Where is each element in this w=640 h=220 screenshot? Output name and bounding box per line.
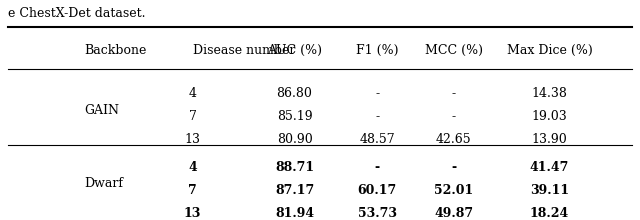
Text: 48.57: 48.57 [360, 133, 395, 146]
Text: Max Dice (%): Max Dice (%) [506, 44, 592, 57]
Text: -: - [375, 110, 380, 123]
Text: 42.65: 42.65 [436, 133, 472, 146]
Text: Dwarf: Dwarf [84, 177, 124, 190]
Text: Backbone: Backbone [84, 44, 147, 57]
Text: 52.01: 52.01 [434, 184, 474, 197]
Text: 49.87: 49.87 [435, 207, 474, 220]
Text: 41.47: 41.47 [530, 161, 569, 174]
Text: 60.17: 60.17 [358, 184, 397, 197]
Text: 53.73: 53.73 [358, 207, 397, 220]
Text: -: - [452, 110, 456, 123]
Text: 19.03: 19.03 [532, 110, 567, 123]
Text: 13: 13 [184, 133, 200, 146]
Text: 4: 4 [189, 87, 196, 100]
Text: F1 (%): F1 (%) [356, 44, 399, 57]
Text: 7: 7 [189, 110, 196, 123]
Text: 87.17: 87.17 [275, 184, 314, 197]
Text: 81.94: 81.94 [275, 207, 314, 220]
Text: 7: 7 [188, 184, 197, 197]
Text: 80.90: 80.90 [276, 133, 312, 146]
Text: 85.19: 85.19 [276, 110, 312, 123]
Text: 88.71: 88.71 [275, 161, 314, 174]
Text: e ChestX-Det dataset.: e ChestX-Det dataset. [8, 7, 145, 20]
Text: GAIN: GAIN [84, 104, 119, 117]
Text: 86.80: 86.80 [276, 87, 312, 100]
Text: -: - [451, 161, 456, 174]
Text: AUC (%): AUC (%) [267, 44, 322, 57]
Text: Disease number: Disease number [193, 44, 295, 57]
Text: -: - [452, 87, 456, 100]
Text: 13: 13 [184, 207, 201, 220]
Text: 13.90: 13.90 [532, 133, 567, 146]
Text: -: - [375, 161, 380, 174]
Text: 18.24: 18.24 [530, 207, 569, 220]
Text: 39.11: 39.11 [530, 184, 569, 197]
Text: 4: 4 [188, 161, 197, 174]
Text: MCC (%): MCC (%) [425, 44, 483, 57]
Text: -: - [375, 87, 380, 100]
Text: 14.38: 14.38 [531, 87, 567, 100]
